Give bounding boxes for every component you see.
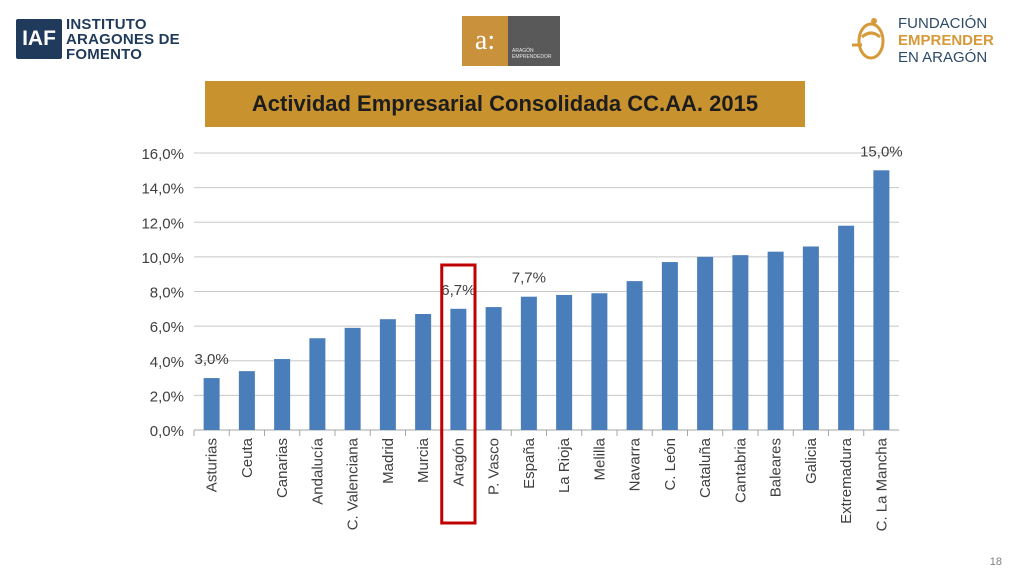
x-tick-label: La Rioja (556, 437, 573, 493)
bar (274, 359, 291, 430)
y-tick-label: 6,0% (150, 319, 184, 336)
bar (838, 225, 855, 430)
y-tick-label: 8,0% (150, 285, 184, 302)
fundacion-emblem-icon (852, 18, 885, 60)
fundacion-emprender-logo: FUNDACIÓN EMPRENDER EN ARAGÓN (850, 12, 1010, 68)
bar (203, 378, 220, 430)
y-tick-label: 4,0% (150, 354, 184, 371)
fundacion-line-3: EN ARAGÓN (898, 48, 988, 66)
aragon-emprendedor-text: ARAGÓN EMPRENDEDOR (508, 16, 560, 66)
x-tick-label: Asturias (204, 438, 221, 492)
x-tick-label: Aragón (450, 438, 467, 486)
fundacion-line-2: EMPRENDER (898, 31, 994, 49)
x-tick-label: C. La Mancha (873, 437, 890, 531)
bar (238, 371, 255, 430)
slide-title-banner: Actividad Empresarial Consolidada CC.AA.… (205, 81, 805, 127)
x-tick-label: C. Valenciana (345, 437, 362, 530)
iaf-logo-text: INSTITUTO ARAGONES DE FOMENTO (66, 17, 180, 62)
x-tick-label: Melilla (591, 437, 608, 480)
x-tick-label: P. Vasco (486, 438, 503, 495)
fundacion-logo-text: FUNDACIÓN EMPRENDER EN ARAGÓN (898, 15, 994, 66)
y-tick-label: 2,0% (150, 388, 184, 405)
bar (379, 319, 396, 430)
bar (591, 293, 608, 430)
fundacion-line-1: FUNDACIÓN (898, 14, 988, 32)
ae-line-2: EMPRENDEDOR (512, 54, 552, 60)
highlight-box (440, 263, 477, 525)
bar (485, 307, 502, 430)
bar (450, 308, 467, 430)
x-tick-label: Galicia (803, 437, 820, 484)
bar (802, 246, 819, 430)
data-label: 3,0% (195, 351, 229, 368)
iaf-logo-line-3: FOMENTO (66, 45, 143, 63)
bar (732, 255, 749, 430)
bar (626, 281, 643, 430)
x-tick-label: C. León (662, 438, 679, 491)
bar (873, 170, 890, 430)
aragon-emprendedor-mark: a: (462, 16, 508, 66)
bar (661, 262, 678, 430)
iaf-logo-line-1: INSTITUTO (66, 15, 147, 33)
x-tick-label: Murcia (415, 437, 432, 483)
x-tick-label: Ceuta (239, 437, 256, 478)
x-tick-label: Andalucía (309, 437, 326, 504)
iaf-logo-line-2: ARAGONES DE (66, 30, 180, 48)
data-label: 6,7% (441, 282, 475, 299)
bar (415, 314, 432, 430)
y-tick-label: 12,0% (141, 215, 184, 232)
x-tick-label: Baleares (768, 438, 785, 497)
x-tick-label: Canarias (274, 438, 291, 498)
x-tick-label: Cantabria (732, 437, 749, 503)
x-tick-label: Extremadura (838, 437, 855, 524)
bar (309, 338, 326, 430)
y-tick-label: 0,0% (150, 423, 184, 440)
y-tick-label: 16,0% (141, 146, 184, 163)
aragon-emprendedor-logo: a: ARAGÓN EMPRENDEDOR (462, 16, 560, 66)
x-tick-label: España (521, 437, 538, 489)
x-tick-label: Navarra (627, 437, 644, 491)
ae-line-1: ARAGÓN (512, 48, 534, 54)
x-tick-label: Cataluña (697, 437, 714, 498)
data-label: 15,0% (860, 143, 903, 160)
iaf-logo-mark: IAF (16, 19, 62, 59)
bar (767, 251, 784, 430)
y-tick-label: 14,0% (141, 181, 184, 198)
y-tick-label: 10,0% (141, 250, 184, 267)
data-label: 7,7% (512, 270, 546, 287)
bar (556, 294, 573, 430)
bar (344, 327, 361, 430)
iaf-logo: IAF INSTITUTO ARAGONES DE FOMENTO (16, 14, 188, 64)
bar (520, 296, 537, 430)
page-number: 18 (989, 556, 1002, 568)
x-tick-label: Madrid (380, 438, 397, 484)
slide-title: Actividad Empresarial Consolidada CC.AA.… (251, 91, 759, 116)
bar (697, 256, 714, 430)
